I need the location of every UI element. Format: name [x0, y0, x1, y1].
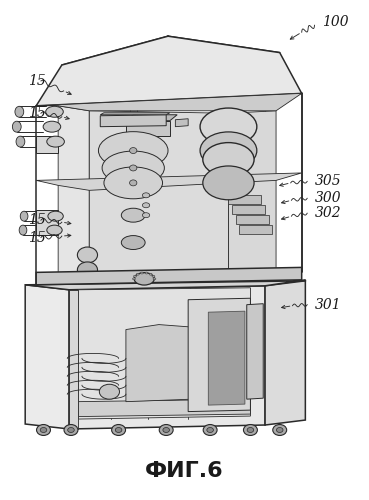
- Ellipse shape: [244, 424, 258, 436]
- Ellipse shape: [47, 136, 64, 147]
- Ellipse shape: [77, 247, 97, 263]
- Ellipse shape: [37, 424, 51, 436]
- Polygon shape: [36, 173, 302, 190]
- Ellipse shape: [13, 121, 21, 132]
- Ellipse shape: [159, 424, 173, 436]
- Ellipse shape: [68, 428, 74, 432]
- Ellipse shape: [200, 108, 257, 146]
- Ellipse shape: [130, 180, 137, 186]
- Ellipse shape: [121, 208, 145, 222]
- Ellipse shape: [64, 424, 78, 436]
- Ellipse shape: [16, 136, 25, 147]
- Ellipse shape: [203, 424, 217, 436]
- Ellipse shape: [149, 273, 152, 275]
- Polygon shape: [25, 280, 306, 290]
- Ellipse shape: [47, 225, 62, 235]
- Ellipse shape: [20, 211, 28, 221]
- Polygon shape: [36, 268, 302, 285]
- Text: 15: 15: [28, 74, 45, 88]
- Ellipse shape: [203, 166, 254, 200]
- Ellipse shape: [137, 273, 139, 275]
- Ellipse shape: [142, 193, 150, 198]
- Polygon shape: [236, 215, 269, 224]
- Ellipse shape: [102, 151, 164, 185]
- Text: 15: 15: [28, 106, 45, 120]
- Ellipse shape: [130, 165, 137, 171]
- Ellipse shape: [115, 428, 122, 432]
- Ellipse shape: [273, 424, 287, 436]
- Polygon shape: [208, 311, 245, 405]
- Polygon shape: [78, 399, 251, 416]
- Polygon shape: [36, 210, 58, 235]
- Text: 100: 100: [322, 16, 348, 30]
- Polygon shape: [265, 281, 306, 425]
- Ellipse shape: [163, 428, 169, 432]
- Polygon shape: [25, 285, 69, 429]
- Polygon shape: [69, 286, 265, 429]
- Ellipse shape: [145, 272, 148, 274]
- Ellipse shape: [43, 121, 61, 132]
- Ellipse shape: [111, 424, 125, 436]
- Polygon shape: [89, 111, 228, 288]
- Polygon shape: [100, 115, 166, 126]
- Ellipse shape: [46, 106, 63, 117]
- Ellipse shape: [99, 132, 168, 170]
- Polygon shape: [228, 196, 261, 204]
- Text: 305: 305: [314, 174, 341, 188]
- Text: 301: 301: [314, 298, 341, 312]
- Text: 15: 15: [28, 230, 45, 244]
- Text: ФИГ.6: ФИГ.6: [145, 462, 224, 481]
- Ellipse shape: [152, 276, 155, 277]
- Polygon shape: [239, 225, 272, 234]
- Ellipse shape: [104, 167, 162, 199]
- Ellipse shape: [142, 203, 150, 207]
- Polygon shape: [126, 324, 192, 402]
- Ellipse shape: [121, 236, 145, 250]
- Polygon shape: [36, 136, 58, 153]
- Ellipse shape: [247, 428, 254, 432]
- Polygon shape: [100, 113, 170, 115]
- Polygon shape: [36, 36, 302, 106]
- Ellipse shape: [141, 272, 144, 274]
- Ellipse shape: [276, 428, 283, 432]
- Ellipse shape: [134, 272, 154, 285]
- Ellipse shape: [15, 106, 24, 117]
- Polygon shape: [78, 288, 251, 419]
- Ellipse shape: [19, 225, 27, 235]
- Ellipse shape: [207, 428, 213, 432]
- Text: 15: 15: [28, 213, 45, 227]
- Ellipse shape: [130, 148, 137, 154]
- Polygon shape: [69, 290, 78, 429]
- Ellipse shape: [132, 278, 135, 280]
- Text: 300: 300: [314, 192, 341, 205]
- Ellipse shape: [142, 212, 150, 218]
- Ellipse shape: [153, 278, 156, 280]
- Polygon shape: [232, 205, 265, 214]
- Polygon shape: [58, 106, 89, 288]
- Ellipse shape: [48, 211, 63, 221]
- Polygon shape: [188, 298, 251, 412]
- Polygon shape: [247, 304, 263, 399]
- Ellipse shape: [99, 384, 120, 399]
- Ellipse shape: [77, 262, 97, 278]
- Ellipse shape: [200, 132, 257, 169]
- Polygon shape: [126, 120, 170, 136]
- Text: 302: 302: [314, 206, 341, 220]
- Ellipse shape: [134, 276, 137, 277]
- Polygon shape: [126, 115, 177, 120]
- Polygon shape: [36, 94, 302, 111]
- Ellipse shape: [40, 428, 47, 432]
- Ellipse shape: [203, 142, 254, 176]
- Polygon shape: [228, 111, 276, 280]
- Polygon shape: [175, 118, 188, 126]
